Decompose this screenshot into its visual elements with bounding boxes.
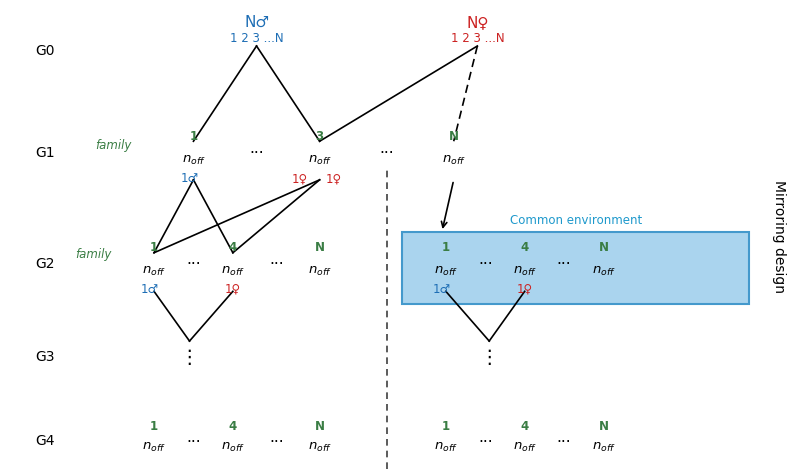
Text: G1: G1 [36, 146, 55, 160]
Text: ...: ... [249, 140, 264, 156]
Text: G4: G4 [36, 434, 55, 448]
Text: $n_{off}$: $n_{off}$ [221, 265, 245, 279]
Text: ...: ... [379, 140, 394, 156]
Text: $n_{off}$: $n_{off}$ [142, 265, 166, 279]
Text: N♀: N♀ [466, 15, 489, 30]
Text: 1♀: 1♀ [516, 283, 532, 296]
Text: $n_{off}$: $n_{off}$ [512, 265, 536, 279]
Text: ...: ... [269, 430, 284, 445]
Text: ...: ... [557, 430, 571, 445]
Text: $n_{off}$: $n_{off}$ [434, 265, 457, 279]
Text: 4: 4 [520, 241, 529, 254]
Text: 1: 1 [442, 241, 450, 254]
Text: $n_{off}$: $n_{off}$ [221, 441, 245, 454]
Text: 1: 1 [190, 130, 198, 143]
Text: G2: G2 [36, 257, 55, 272]
Text: $n_{off}$: $n_{off}$ [512, 441, 536, 454]
Text: 3: 3 [316, 130, 324, 143]
Text: N: N [315, 241, 324, 254]
Text: G3: G3 [36, 350, 55, 364]
Text: $n_{off}$: $n_{off}$ [308, 441, 332, 454]
Text: N: N [599, 420, 609, 433]
Text: ⋮: ⋮ [180, 348, 199, 367]
Text: $n_{off}$: $n_{off}$ [182, 154, 206, 167]
Text: 1♀: 1♀ [326, 172, 342, 185]
Text: G0: G0 [36, 44, 55, 58]
Text: N: N [599, 241, 609, 254]
Text: ...: ... [186, 252, 201, 267]
Text: $n_{off}$: $n_{off}$ [442, 154, 465, 167]
Text: ...: ... [557, 252, 571, 267]
Text: family: family [95, 140, 132, 152]
Text: ...: ... [478, 252, 493, 267]
Text: 1♀: 1♀ [225, 283, 241, 296]
Text: ...: ... [478, 430, 493, 445]
Text: 4: 4 [229, 420, 237, 433]
Text: $n_{off}$: $n_{off}$ [308, 154, 332, 167]
Text: $n_{off}$: $n_{off}$ [434, 441, 457, 454]
Text: 1: 1 [442, 420, 450, 433]
Text: 1♂: 1♂ [141, 283, 159, 296]
Text: ...: ... [186, 430, 201, 445]
Text: 4: 4 [229, 241, 237, 254]
Text: 1♂: 1♂ [180, 172, 198, 185]
Text: 1♀: 1♀ [292, 172, 308, 185]
Text: 1: 1 [150, 420, 158, 433]
Text: N♂: N♂ [244, 15, 269, 30]
Text: 1 2 3 ...N: 1 2 3 ...N [450, 32, 505, 45]
Text: 4: 4 [520, 420, 529, 433]
Text: 1♂: 1♂ [433, 283, 451, 296]
Text: Common environment: Common environment [510, 214, 642, 227]
Text: $n_{off}$: $n_{off}$ [591, 265, 615, 279]
FancyBboxPatch shape [402, 232, 749, 304]
Text: $n_{off}$: $n_{off}$ [142, 441, 166, 454]
Text: ⋮: ⋮ [480, 348, 499, 367]
Text: $n_{off}$: $n_{off}$ [308, 265, 332, 279]
Text: N: N [315, 420, 324, 433]
Text: $n_{off}$: $n_{off}$ [591, 441, 615, 454]
Text: 1 2 3 ...N: 1 2 3 ...N [230, 32, 284, 45]
Text: family: family [75, 248, 112, 261]
Text: ...: ... [269, 252, 284, 267]
Text: N: N [449, 130, 459, 143]
Text: 1: 1 [150, 241, 158, 254]
Text: Mirroring design: Mirroring design [771, 180, 786, 293]
